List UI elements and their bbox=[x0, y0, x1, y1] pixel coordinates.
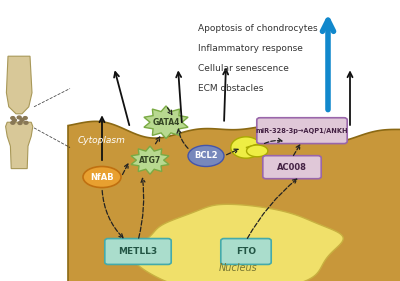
Circle shape bbox=[23, 117, 27, 119]
Polygon shape bbox=[231, 137, 260, 158]
Circle shape bbox=[24, 121, 28, 124]
Circle shape bbox=[12, 119, 16, 122]
Text: Cellular senescence: Cellular senescence bbox=[198, 64, 289, 73]
Circle shape bbox=[11, 117, 15, 119]
FancyBboxPatch shape bbox=[263, 156, 321, 179]
FancyBboxPatch shape bbox=[105, 239, 171, 264]
Circle shape bbox=[11, 121, 15, 124]
Text: Apoptosis of chondrocytes: Apoptosis of chondrocytes bbox=[198, 24, 318, 33]
Ellipse shape bbox=[188, 146, 224, 166]
Text: GATA4: GATA4 bbox=[152, 118, 180, 127]
FancyBboxPatch shape bbox=[221, 239, 271, 264]
Text: FTO: FTO bbox=[236, 247, 256, 256]
Polygon shape bbox=[246, 145, 268, 157]
Polygon shape bbox=[68, 121, 400, 281]
Ellipse shape bbox=[83, 166, 121, 188]
Polygon shape bbox=[144, 106, 188, 139]
Text: ECM obstacles: ECM obstacles bbox=[198, 84, 263, 93]
Text: Inflammatory response: Inflammatory response bbox=[198, 44, 303, 53]
Circle shape bbox=[17, 116, 21, 119]
Text: Cytoplasm: Cytoplasm bbox=[78, 136, 126, 145]
Text: miR-328-3p→AQP1/ANKH: miR-328-3p→AQP1/ANKH bbox=[256, 128, 348, 134]
Circle shape bbox=[20, 119, 24, 121]
Polygon shape bbox=[131, 146, 169, 174]
Text: METLL3: METLL3 bbox=[118, 247, 158, 256]
Polygon shape bbox=[6, 122, 33, 169]
Text: Nucleus: Nucleus bbox=[219, 262, 257, 273]
Text: ATG7: ATG7 bbox=[139, 156, 161, 165]
Polygon shape bbox=[133, 204, 343, 281]
Text: BCL2: BCL2 bbox=[194, 151, 218, 160]
Text: AC008: AC008 bbox=[277, 163, 307, 172]
Circle shape bbox=[18, 122, 22, 124]
Polygon shape bbox=[6, 56, 32, 114]
FancyBboxPatch shape bbox=[257, 118, 347, 144]
Text: NfАB: NfАB bbox=[90, 173, 114, 182]
